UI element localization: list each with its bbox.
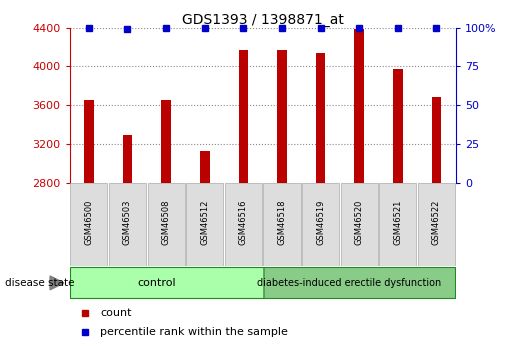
Bar [238, 50, 248, 183]
Bar [200, 151, 210, 183]
Text: control: control [137, 278, 176, 288]
Text: GSM46519: GSM46519 [316, 200, 325, 245]
Bar [302, 183, 339, 266]
Bar [316, 53, 325, 183]
Bar [123, 135, 132, 183]
Text: count: count [100, 308, 132, 318]
Bar [225, 183, 262, 266]
Text: GSM46522: GSM46522 [432, 200, 441, 245]
Text: GSM46512: GSM46512 [200, 200, 209, 245]
Text: GSM46520: GSM46520 [355, 200, 364, 245]
Bar [393, 69, 403, 183]
Bar [263, 183, 301, 266]
Bar [379, 183, 417, 266]
Bar [418, 183, 455, 266]
Bar [109, 183, 146, 266]
Bar [161, 100, 171, 183]
Text: GSM46518: GSM46518 [278, 200, 286, 245]
Title: GDS1393 / 1398871_at: GDS1393 / 1398871_at [182, 12, 344, 27]
Bar [354, 29, 364, 183]
Bar [432, 97, 441, 183]
Text: GSM46503: GSM46503 [123, 200, 132, 245]
Text: percentile rank within the sample: percentile rank within the sample [100, 327, 288, 337]
Bar [341, 183, 377, 266]
Text: diabetes-induced erectile dysfunction: diabetes-induced erectile dysfunction [258, 278, 442, 288]
Bar [84, 100, 94, 183]
Text: disease state: disease state [5, 278, 75, 288]
Text: GSM46516: GSM46516 [239, 200, 248, 245]
Bar [70, 267, 263, 298]
Polygon shape [50, 276, 64, 290]
Bar [277, 50, 287, 183]
Text: GSM46521: GSM46521 [393, 200, 402, 245]
Bar [148, 183, 184, 266]
Bar [70, 183, 108, 266]
Bar [264, 267, 456, 298]
Bar [186, 183, 224, 266]
Text: GSM46500: GSM46500 [84, 200, 93, 245]
Text: GSM46508: GSM46508 [162, 200, 170, 245]
